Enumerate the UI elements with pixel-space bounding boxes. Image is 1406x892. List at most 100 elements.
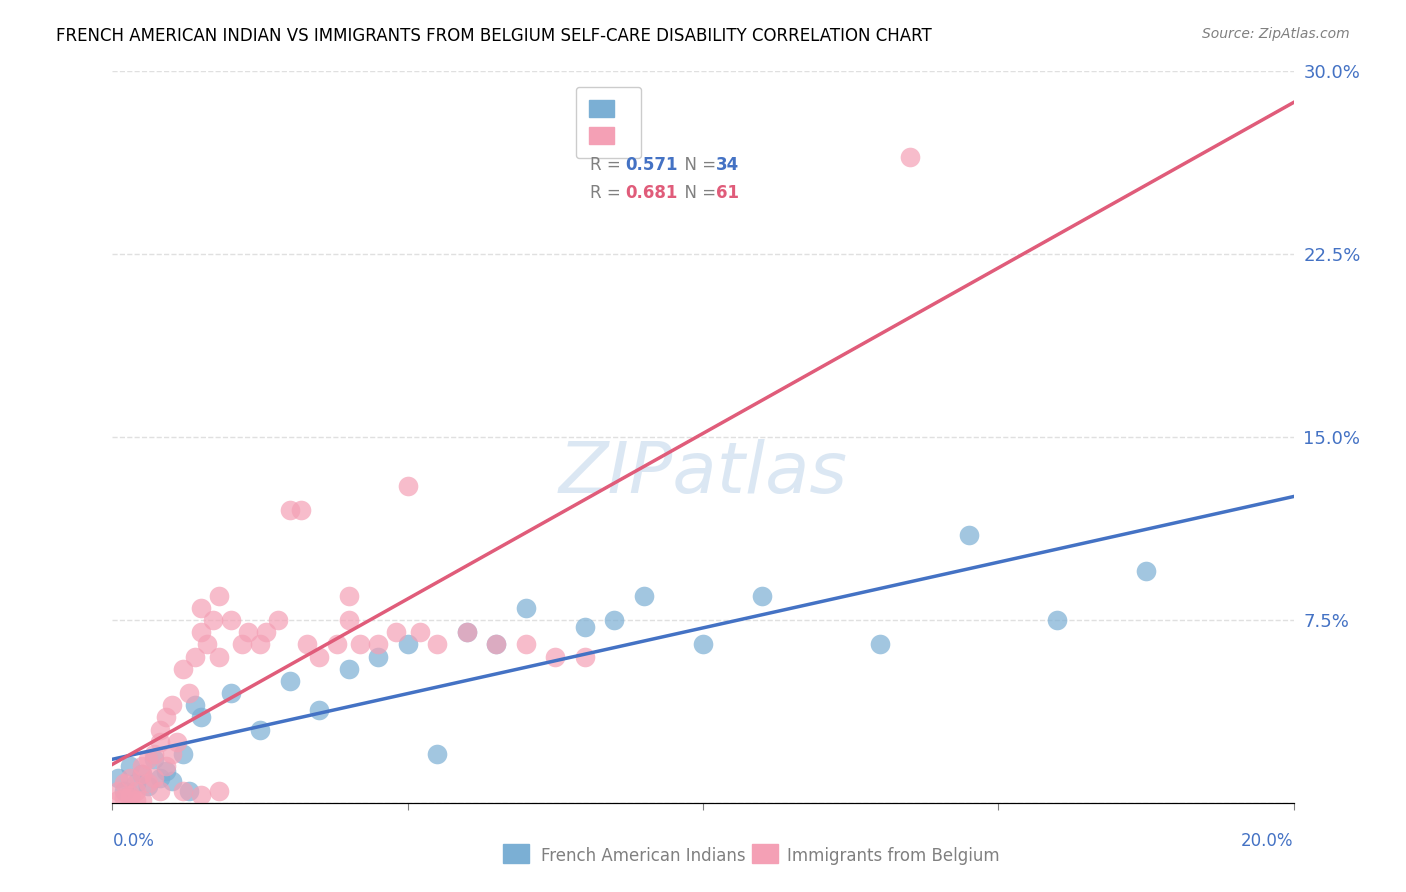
Point xyxy=(142,747,165,761)
Point xyxy=(131,766,153,780)
Point xyxy=(172,662,194,676)
Point xyxy=(485,637,508,651)
Point xyxy=(633,589,655,603)
Point xyxy=(125,776,148,790)
Point xyxy=(574,649,596,664)
Point xyxy=(290,503,312,517)
Point xyxy=(136,779,159,793)
Text: Source: ZipAtlas.com: Source: ZipAtlas.com xyxy=(1202,27,1350,41)
Point xyxy=(201,613,224,627)
Point xyxy=(120,772,142,786)
Point xyxy=(267,613,290,627)
Point xyxy=(172,747,194,761)
Text: R =: R = xyxy=(591,184,626,202)
Point xyxy=(125,793,148,807)
Point xyxy=(142,772,165,786)
Point xyxy=(184,698,207,713)
Point xyxy=(166,735,188,749)
Text: ZIPatlas: ZIPatlas xyxy=(558,439,848,508)
Text: R =: R = xyxy=(591,156,626,175)
Point xyxy=(396,637,419,651)
Point xyxy=(190,625,212,640)
Point xyxy=(190,710,212,724)
Point xyxy=(574,620,596,634)
Point xyxy=(195,637,218,651)
Point xyxy=(337,662,360,676)
Point xyxy=(957,527,980,541)
Text: N =: N = xyxy=(675,156,721,175)
Point xyxy=(155,764,177,778)
Point xyxy=(208,589,231,603)
Point xyxy=(208,783,231,797)
Point xyxy=(385,625,408,640)
Text: 34: 34 xyxy=(717,156,740,175)
Point xyxy=(326,637,349,651)
Point xyxy=(308,703,330,717)
Point xyxy=(179,783,201,797)
Legend: , : , xyxy=(576,87,641,159)
Point xyxy=(337,613,360,627)
Point xyxy=(485,637,508,651)
Point xyxy=(308,649,330,664)
Point xyxy=(249,637,271,651)
Text: 20.0%: 20.0% xyxy=(1241,832,1294,850)
Point xyxy=(125,783,148,797)
Point xyxy=(131,766,153,780)
Point xyxy=(112,776,135,790)
Point xyxy=(190,600,212,615)
Point xyxy=(107,783,129,797)
Text: French American Indians: French American Indians xyxy=(541,847,747,865)
Point xyxy=(190,789,212,803)
Point xyxy=(172,783,194,797)
Bar xyxy=(503,844,529,863)
Point xyxy=(367,649,389,664)
Text: 0.0%: 0.0% xyxy=(112,832,155,850)
Point xyxy=(456,625,478,640)
Point xyxy=(751,589,773,603)
Point xyxy=(155,759,177,773)
Point xyxy=(179,686,201,700)
Point xyxy=(155,710,177,724)
Point xyxy=(136,776,159,790)
Text: N =: N = xyxy=(675,184,721,202)
Point xyxy=(131,793,153,807)
Point xyxy=(120,791,142,805)
Point xyxy=(160,698,183,713)
Point xyxy=(120,759,142,773)
Point xyxy=(278,503,301,517)
Point xyxy=(426,637,449,651)
Point xyxy=(142,752,165,766)
Point xyxy=(160,773,183,788)
Point xyxy=(869,637,891,651)
Point xyxy=(515,600,537,615)
Point xyxy=(107,772,129,786)
Point xyxy=(337,589,360,603)
Point xyxy=(112,791,135,805)
Text: 61: 61 xyxy=(717,184,740,202)
Point xyxy=(219,686,242,700)
Point xyxy=(278,673,301,688)
Point xyxy=(149,723,172,737)
Point xyxy=(149,735,172,749)
Point xyxy=(396,479,419,493)
Point xyxy=(136,752,159,766)
Point xyxy=(603,613,626,627)
Text: 0.681: 0.681 xyxy=(626,184,678,202)
Point xyxy=(249,723,271,737)
Point xyxy=(238,625,260,640)
Point xyxy=(231,637,253,651)
Point xyxy=(131,759,153,773)
Point xyxy=(349,637,371,651)
Point xyxy=(515,637,537,651)
Text: Immigrants from Belgium: Immigrants from Belgium xyxy=(787,847,1000,865)
Point xyxy=(254,625,277,640)
Point xyxy=(426,747,449,761)
Point xyxy=(898,150,921,164)
Point xyxy=(297,637,319,651)
Point xyxy=(367,637,389,651)
Point xyxy=(1135,564,1157,578)
Point xyxy=(120,789,142,803)
Point xyxy=(149,772,172,786)
Point xyxy=(456,625,478,640)
Point xyxy=(1046,613,1069,627)
